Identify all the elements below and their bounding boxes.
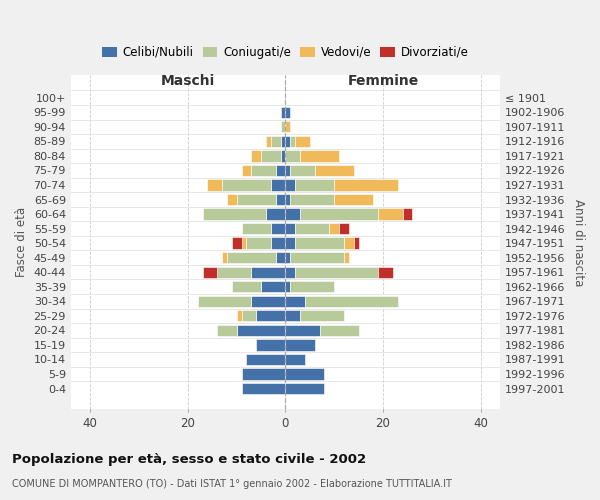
- Bar: [256, 310, 286, 322]
- Bar: [300, 150, 339, 162]
- Bar: [227, 252, 275, 264]
- Bar: [203, 266, 217, 278]
- Bar: [286, 150, 300, 162]
- Bar: [378, 266, 393, 278]
- Bar: [286, 238, 295, 249]
- Bar: [286, 223, 295, 234]
- Bar: [266, 136, 271, 147]
- Bar: [295, 223, 329, 234]
- Bar: [281, 150, 286, 162]
- Bar: [275, 165, 286, 176]
- Bar: [242, 238, 247, 249]
- Bar: [266, 208, 286, 220]
- Text: COMUNE DI MOMPANTERO (TO) - Dati ISTAT 1° gennaio 2002 - Elaborazione TUTTITALIA: COMUNE DI MOMPANTERO (TO) - Dati ISTAT 1…: [12, 479, 452, 489]
- Bar: [314, 165, 354, 176]
- Bar: [197, 296, 251, 307]
- Bar: [290, 165, 314, 176]
- Bar: [286, 208, 300, 220]
- Bar: [271, 136, 281, 147]
- Bar: [242, 223, 271, 234]
- Bar: [271, 238, 286, 249]
- Bar: [286, 121, 290, 132]
- Bar: [290, 252, 344, 264]
- Bar: [232, 238, 242, 249]
- Bar: [300, 208, 378, 220]
- Bar: [305, 296, 398, 307]
- Bar: [236, 310, 242, 322]
- Bar: [247, 238, 271, 249]
- Bar: [290, 136, 295, 147]
- Bar: [247, 354, 286, 365]
- Bar: [295, 180, 334, 190]
- Bar: [222, 180, 271, 190]
- Bar: [242, 383, 286, 394]
- Bar: [286, 106, 290, 118]
- Bar: [344, 238, 354, 249]
- Bar: [286, 194, 290, 205]
- Bar: [295, 136, 310, 147]
- Bar: [236, 194, 275, 205]
- Text: Femmine: Femmine: [347, 74, 419, 88]
- Bar: [286, 136, 290, 147]
- Bar: [403, 208, 412, 220]
- Bar: [242, 310, 256, 322]
- Bar: [232, 281, 261, 292]
- Bar: [256, 339, 286, 350]
- Bar: [227, 194, 236, 205]
- Bar: [286, 310, 300, 322]
- Text: Maschi: Maschi: [161, 74, 215, 88]
- Bar: [320, 324, 359, 336]
- Bar: [217, 266, 251, 278]
- Bar: [286, 324, 320, 336]
- Bar: [251, 296, 286, 307]
- Text: Popolazione per età, sesso e stato civile - 2002: Popolazione per età, sesso e stato civil…: [12, 452, 366, 466]
- Bar: [354, 238, 359, 249]
- Bar: [271, 223, 286, 234]
- Bar: [286, 165, 290, 176]
- Bar: [334, 180, 398, 190]
- Bar: [217, 324, 236, 336]
- Bar: [251, 165, 275, 176]
- Bar: [344, 252, 349, 264]
- Bar: [281, 121, 286, 132]
- Bar: [286, 266, 295, 278]
- Bar: [300, 310, 344, 322]
- Bar: [295, 238, 344, 249]
- Bar: [286, 252, 290, 264]
- Bar: [290, 194, 334, 205]
- Bar: [208, 180, 222, 190]
- Bar: [222, 252, 227, 264]
- Bar: [329, 223, 339, 234]
- Bar: [281, 106, 286, 118]
- Bar: [286, 296, 305, 307]
- Bar: [242, 368, 286, 380]
- Bar: [281, 136, 286, 147]
- Y-axis label: Anni di nascita: Anni di nascita: [572, 198, 585, 286]
- Bar: [286, 339, 314, 350]
- Bar: [275, 252, 286, 264]
- Bar: [286, 180, 295, 190]
- Bar: [242, 165, 251, 176]
- Bar: [378, 208, 403, 220]
- Bar: [251, 266, 286, 278]
- Bar: [286, 354, 305, 365]
- Bar: [286, 383, 325, 394]
- Legend: Celibi/Nubili, Coniugati/e, Vedovi/e, Divorziati/e: Celibi/Nubili, Coniugati/e, Vedovi/e, Di…: [98, 41, 473, 64]
- Bar: [251, 150, 261, 162]
- Bar: [261, 281, 286, 292]
- Bar: [286, 281, 290, 292]
- Bar: [236, 324, 286, 336]
- Bar: [271, 180, 286, 190]
- Bar: [339, 223, 349, 234]
- Bar: [334, 194, 373, 205]
- Bar: [203, 208, 266, 220]
- Bar: [261, 150, 281, 162]
- Bar: [290, 281, 334, 292]
- Bar: [275, 194, 286, 205]
- Bar: [286, 368, 325, 380]
- Y-axis label: Fasce di età: Fasce di età: [15, 208, 28, 278]
- Bar: [295, 266, 378, 278]
